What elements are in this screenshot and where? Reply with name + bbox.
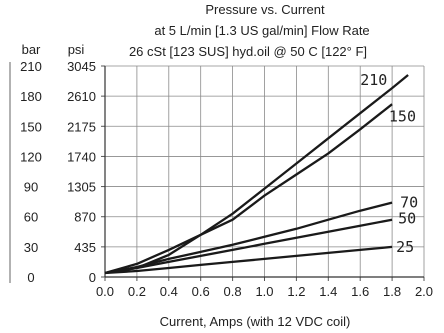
series-lines bbox=[104, 74, 409, 275]
y-unit-bar-label: bar bbox=[22, 42, 41, 57]
x-axis-label: Current, Amps (with 12 VDC coil) bbox=[160, 314, 351, 329]
series-label-210: 210 bbox=[360, 71, 387, 89]
x-tick-label: 0.8 bbox=[224, 284, 242, 299]
series-line-210 bbox=[104, 74, 409, 275]
y-tick-label-bar: 60 bbox=[24, 210, 38, 225]
x-tick-label: 0.0 bbox=[96, 284, 114, 299]
x-tick-label: 1.6 bbox=[351, 284, 369, 299]
y-tick-label-bar: 90 bbox=[24, 180, 38, 195]
y-tick-label-psi: 1305 bbox=[67, 180, 96, 195]
y-tick-label-bar: 120 bbox=[20, 149, 42, 164]
y-unit-psi-label: psi bbox=[68, 42, 85, 57]
series-label-150: 150 bbox=[389, 107, 416, 125]
chart-title: Pressure vs. Current at 5 L/min [1.3 US … bbox=[129, 2, 370, 59]
series-label-25: 25 bbox=[396, 238, 414, 256]
series-label-50: 50 bbox=[398, 210, 416, 228]
x-tick-label: 1.2 bbox=[287, 284, 305, 299]
x-tick-label: 0.6 bbox=[192, 284, 210, 299]
x-tick-labels: 0.0 0.2 0.4 0.6 0.8 1.0 1.2 1.4 1.6 1.8 2.0 bbox=[96, 284, 433, 299]
y-tick-label-psi: 3045 bbox=[67, 59, 96, 74]
chart-title-line-1: Pressure vs. Current bbox=[205, 2, 325, 17]
plot-axes bbox=[9, 62, 425, 283]
x-tick-label: 0.4 bbox=[160, 284, 178, 299]
series-line-150 bbox=[104, 103, 393, 275]
y-tick-label-bar: 150 bbox=[20, 119, 42, 134]
y-tick-label-bar: 0 bbox=[27, 270, 34, 285]
series-line-50 bbox=[104, 218, 393, 275]
series-line-25 bbox=[104, 245, 393, 275]
y-tick-labels: 0 0 30 435 60 870 90 1305 120 1740 150 2175 180 2610 2… bbox=[20, 59, 96, 285]
x-tick-label: 1.0 bbox=[255, 284, 273, 299]
chart-title-line-3: 26 cSt [123 SUS] hyd.oil @ 50 C [122° F] bbox=[129, 44, 367, 59]
y-tick-label-psi: 870 bbox=[74, 210, 96, 225]
x-tick-label: 2.0 bbox=[415, 284, 433, 299]
y-tick-label-bar: 180 bbox=[20, 89, 42, 104]
y-tick-label-psi: 1740 bbox=[67, 149, 96, 164]
y-tick-label-psi: 2610 bbox=[67, 89, 96, 104]
y-tick-label-bar: 30 bbox=[24, 240, 38, 255]
plot-grid bbox=[104, 65, 425, 278]
y-tick-label-bar: 210 bbox=[20, 59, 42, 74]
x-tick-label: 1.8 bbox=[383, 284, 401, 299]
chart-title-line-2: at 5 L/min [1.3 US gal/min] Flow Rate bbox=[154, 23, 369, 38]
y-tick-label-psi: 2175 bbox=[67, 119, 96, 134]
x-tick-label: 0.2 bbox=[128, 284, 146, 299]
series-label-70: 70 bbox=[400, 194, 418, 212]
y-tick-label-psi: 435 bbox=[74, 240, 96, 255]
y-tick-label-psi: 0 bbox=[89, 270, 96, 285]
series-line-70 bbox=[104, 201, 393, 275]
x-tick-label: 1.4 bbox=[319, 284, 337, 299]
